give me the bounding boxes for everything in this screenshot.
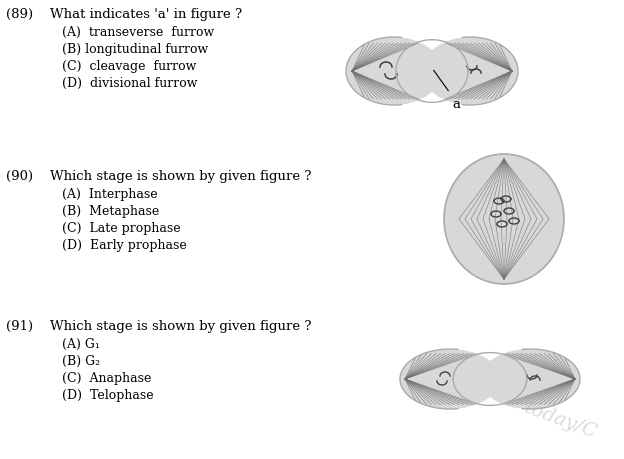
Text: Which stage is shown by given figure ?: Which stage is shown by given figure ? <box>50 319 311 332</box>
Text: (90): (90) <box>6 170 33 183</box>
Text: (89): (89) <box>6 8 33 21</box>
Ellipse shape <box>422 38 518 106</box>
Ellipse shape <box>460 366 520 392</box>
Ellipse shape <box>480 349 580 409</box>
Text: (C)  Late prophase: (C) Late prophase <box>62 222 180 235</box>
Text: (91): (91) <box>6 319 33 332</box>
Text: (A)  Interphase: (A) Interphase <box>62 188 158 201</box>
Text: (A)  transeverse  furrow: (A) transeverse furrow <box>62 26 214 39</box>
Text: (D)  divisional furrow: (D) divisional furrow <box>62 77 198 90</box>
Text: (A) G₁: (A) G₁ <box>62 337 100 350</box>
Text: today/C: today/C <box>522 398 600 441</box>
Text: (B) longitudinal furrow: (B) longitudinal furrow <box>62 43 208 56</box>
Text: (B) G₂: (B) G₂ <box>62 354 100 367</box>
Text: a: a <box>452 98 460 111</box>
Text: (C)  Anaphase: (C) Anaphase <box>62 371 152 384</box>
Ellipse shape <box>402 55 462 89</box>
Ellipse shape <box>346 38 442 106</box>
Text: (D)  Early prophase: (D) Early prophase <box>62 239 187 252</box>
Text: Which stage is shown by given figure ?: Which stage is shown by given figure ? <box>50 170 311 183</box>
Ellipse shape <box>400 349 500 409</box>
Text: (D)  Telophase: (D) Telophase <box>62 388 154 401</box>
Text: (C)  cleavage  furrow: (C) cleavage furrow <box>62 60 197 73</box>
Text: (B)  Metaphase: (B) Metaphase <box>62 205 159 218</box>
Ellipse shape <box>444 155 564 285</box>
Text: What indicates 'a' in figure ?: What indicates 'a' in figure ? <box>50 8 242 21</box>
